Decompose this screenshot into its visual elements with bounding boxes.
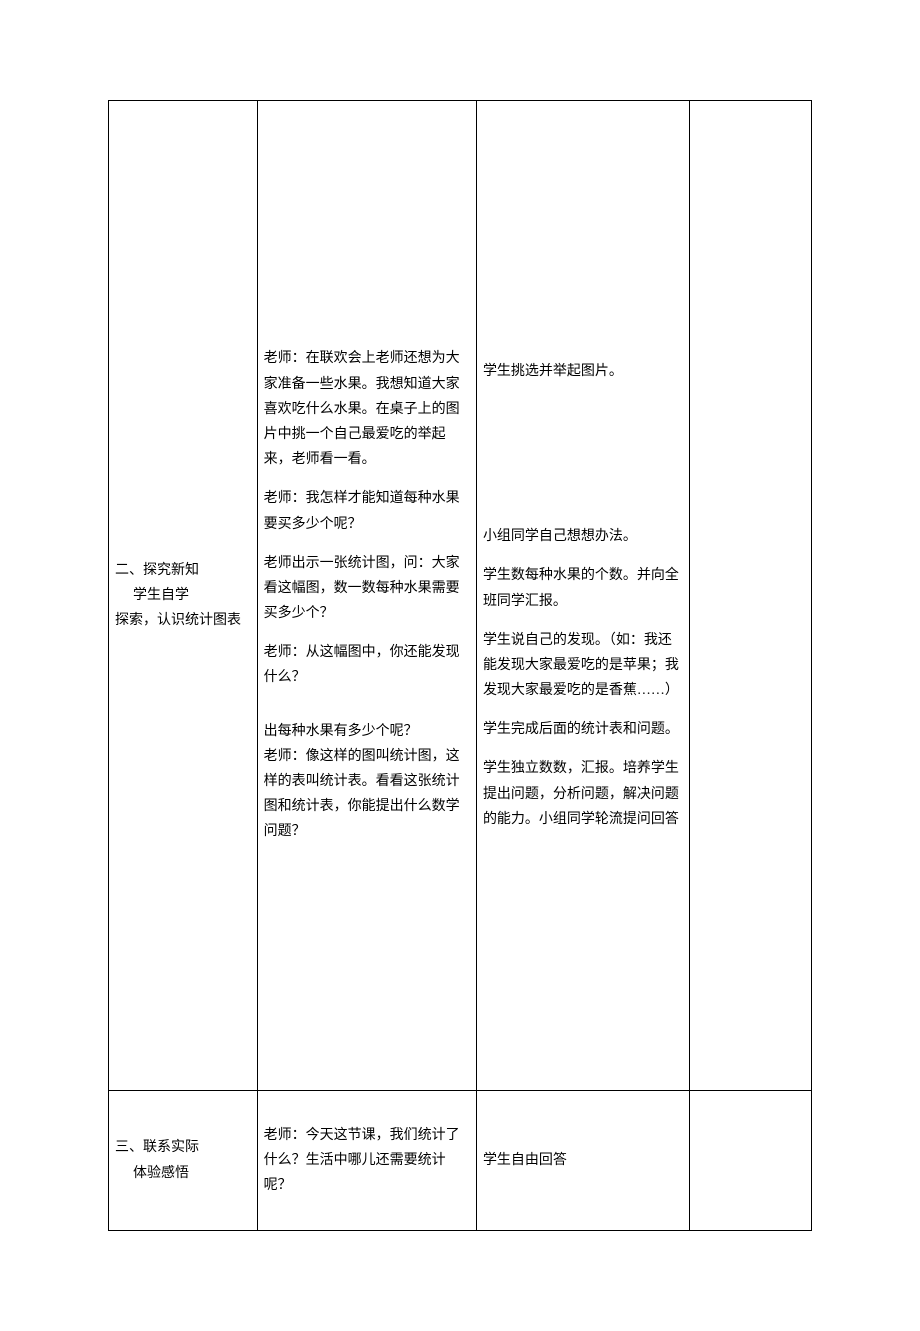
teacher-cell: 老师：在联欢会上老师还想为大家准备一些水果。我想知道大家喜欢吃什么水果。在桌子上… — [257, 101, 476, 1091]
section-title-line3: 探索，认识统计图表 — [115, 608, 251, 633]
section-title-line2: 体验感悟 — [115, 1161, 251, 1186]
student-paragraph: 学生完成后面的统计表和问题。 — [483, 717, 683, 742]
section-title-line2: 学生自学 — [115, 583, 251, 608]
section-title-line1: 二、探究新知 — [115, 558, 251, 583]
section-cell: 三、联系实际 体验感悟 — [109, 1091, 258, 1231]
student-paragraph: 小组同学自己想想办法。 — [483, 524, 683, 549]
student-paragraph: 学生挑选并举起图片。 — [483, 359, 683, 384]
section-cell: 二、探究新知 学生自学 探索，认识统计图表 — [109, 101, 258, 1091]
teacher-paragraph: 老师：今天这节课，我们统计了什么？生活中哪儿还需要统计呢？ — [264, 1123, 470, 1199]
extra-cell — [690, 101, 812, 1091]
teacher-paragraph: 老师：在联欢会上老师还想为大家准备一些水果。我想知道大家喜欢吃什么水果。在桌子上… — [264, 346, 470, 472]
teacher-paragraph: 老师出示一张统计图，问：大家看这幅图，数一数每种水果需要买多少个？ — [264, 551, 470, 627]
lesson-plan-table: 二、探究新知 学生自学 探索，认识统计图表 老师：在联欢会上老师还想为大家准备一… — [108, 100, 812, 1231]
teacher-cell: 老师：今天这节课，我们统计了什么？生活中哪儿还需要统计呢？ — [257, 1091, 476, 1231]
teacher-paragraph: 出每种水果有多少个呢？ — [264, 719, 470, 744]
teacher-paragraph: 老师：像这样的图叫统计图，这样的表叫统计表。看看这张统计图和统计表，你能提出什么… — [264, 744, 470, 845]
student-paragraph: 学生数每种水果的个数。并向全班同学汇报。 — [483, 563, 683, 613]
table-row: 二、探究新知 学生自学 探索，认识统计图表 老师：在联欢会上老师还想为大家准备一… — [109, 101, 812, 1091]
student-cell: 学生挑选并举起图片。 小组同学自己想想办法。 学生数每种水果的个数。并向全班同学… — [476, 101, 689, 1091]
student-paragraph: 学生说自己的发现。（如：我还能发现大家最爱吃的是苹果；我发现大家最爱吃的是香蕉…… — [483, 628, 683, 704]
section-title-line1: 三、联系实际 — [115, 1135, 251, 1160]
teacher-paragraph: 老师：从这幅图中，你还能发现什么？ — [264, 640, 470, 690]
extra-cell — [690, 1091, 812, 1231]
student-cell: 学生自由回答 — [476, 1091, 689, 1231]
table-row: 三、联系实际 体验感悟 老师：今天这节课，我们统计了什么？生活中哪儿还需要统计呢… — [109, 1091, 812, 1231]
teacher-paragraph: 老师：我怎样才能知道每种水果要买多少个呢？ — [264, 486, 470, 536]
student-paragraph: 学生自由回答 — [483, 1148, 683, 1173]
student-paragraph: 学生独立数数，汇报。培养学生提出问题，分析问题，解决问题的能力。小组同学轮流提问… — [483, 756, 683, 832]
